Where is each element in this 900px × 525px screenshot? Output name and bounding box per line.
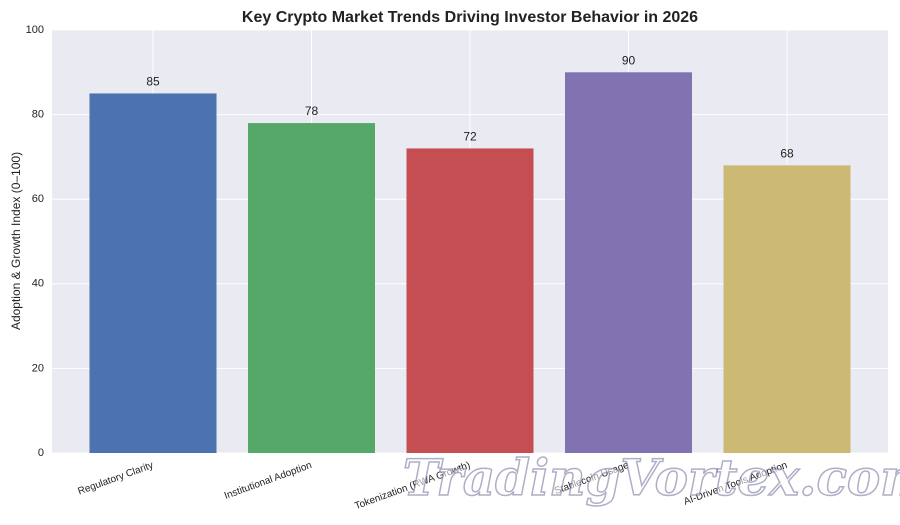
x-tick-label: Regulatory Clarity [76, 460, 154, 498]
y-tick-label: 100 [26, 24, 44, 36]
marks: 85 78 72 90 68 [89, 53, 851, 454]
y-tick-label: 40 [32, 278, 44, 290]
value-label: 68 [780, 147, 794, 161]
bar [89, 93, 217, 453]
value-label: 78 [305, 104, 319, 118]
value-label: 90 [622, 53, 636, 67]
y-tick-label: 60 [32, 193, 44, 205]
watermark: TradingVortex.com [403, 448, 900, 507]
y-tick-label: 20 [32, 362, 44, 374]
x-tick-label: Institutional Adoption [223, 460, 313, 502]
y-tick-label: 80 [32, 109, 44, 121]
y-axis-label: Adoption & Growth Index (0–100) [9, 152, 23, 330]
bar [565, 72, 692, 454]
bar [406, 148, 534, 453]
bar [248, 123, 375, 453]
chart-title: Key Crypto Market Trends Driving Investo… [242, 9, 698, 26]
bar [723, 165, 851, 454]
value-label: 72 [463, 130, 477, 144]
value-label: 85 [146, 75, 160, 89]
y-tick-label: 0 [38, 447, 44, 459]
